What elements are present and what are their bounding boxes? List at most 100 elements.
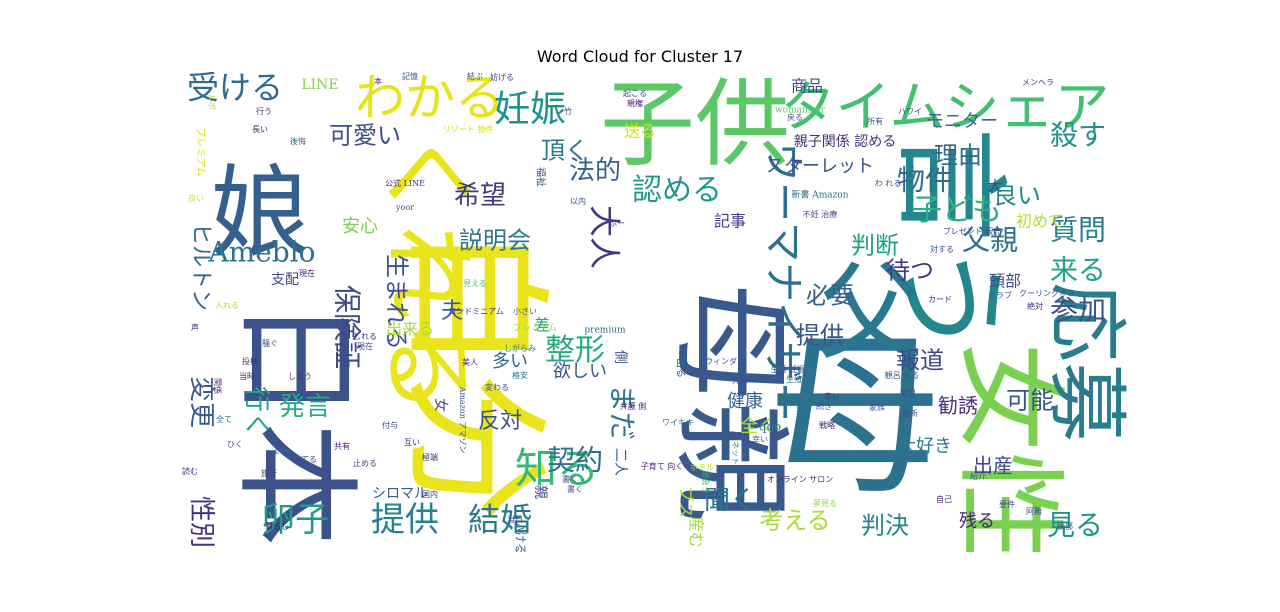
word-148: 自己 [936, 494, 952, 504]
word-129: 投稿 [242, 356, 258, 366]
word-185: 長い [252, 125, 268, 134]
word-67: 安心 [342, 216, 378, 237]
word-57: 夫 [441, 299, 463, 324]
word-49: 待つ [886, 257, 934, 285]
word-147: 紹介 [970, 471, 986, 481]
word-23: 大人 [586, 205, 624, 269]
word-125: 後悔 [290, 136, 306, 146]
word-33: まだ [606, 384, 639, 440]
word-161: 夢見る [813, 498, 837, 508]
word-93: womanizer [775, 106, 826, 116]
word-35: 参加 [1050, 294, 1106, 327]
word-124: 所有 [867, 116, 883, 126]
word-178: わ れる [875, 179, 902, 188]
word-76: 出来る [386, 320, 434, 339]
word-96: premium [584, 326, 626, 336]
word-61: 勧誘 [938, 394, 978, 418]
word-72: 商品 [791, 77, 823, 96]
word-5: 自分 [387, 222, 561, 522]
word-116: ホテル [690, 463, 714, 472]
word-47: 可愛い [329, 122, 401, 150]
word-16: 受ける [187, 72, 283, 107]
word-81: 親子関係 認める [794, 134, 896, 150]
word-90: いける [514, 519, 528, 552]
word-168: 付与 [382, 420, 398, 430]
word-10: 応募 [1040, 282, 1133, 442]
word-26: 物件 [897, 164, 953, 197]
word-162: 声 [191, 322, 199, 332]
word-75: 送る [624, 122, 656, 141]
word-71: 頭部 [989, 272, 1021, 291]
word-172: 旅行 [261, 468, 277, 478]
word-68: 多い [492, 351, 528, 372]
word-138: 変わる [485, 382, 509, 392]
word-111: ルポ [207, 94, 216, 110]
word-62: 健康 [727, 391, 763, 412]
word-79: 支配 [271, 272, 299, 288]
word-80: 大 [988, 179, 1002, 195]
word-19: 結婚 [468, 501, 532, 539]
word-7: 父 [817, 252, 922, 374]
word-158: 幸い [824, 392, 840, 401]
word-12: わかる [355, 72, 505, 127]
word-27: 質問 [1050, 214, 1106, 247]
word-36: 父親 [962, 224, 1018, 257]
word-9: くれる [372, 129, 482, 414]
word-4: 日本 [223, 297, 368, 547]
word-157: SM [796, 405, 810, 414]
word-113: 生涯 妊娠 [771, 364, 806, 374]
word-74: 産む [687, 516, 706, 548]
word-17: 卵子 [261, 500, 329, 540]
word-126: 当時 [239, 371, 255, 381]
word-100: ウィンダム [705, 356, 745, 366]
word-152: 絶対 [1027, 301, 1043, 311]
word-163: 読む [182, 466, 198, 476]
word-1: 娘 [210, 155, 310, 272]
word-176: 生殖 [786, 374, 802, 384]
word-46: 頂く [541, 137, 589, 165]
word-64: 残る [959, 511, 995, 532]
word-131: 小さい [513, 307, 537, 316]
word-52: 必要 [806, 282, 854, 310]
chart-title: Word Cloud for Cluster 17 [536, 47, 744, 66]
word-165: 捨てる [293, 454, 317, 464]
word-182: 以内 [570, 196, 586, 206]
word-73: 初めて [1016, 212, 1064, 231]
word-134: 格安 [512, 370, 528, 380]
word-114: 弁護 側 [620, 401, 647, 411]
word-22: 殺す [1050, 119, 1106, 152]
word-59: スターレット [766, 156, 874, 177]
word-77: 差 [534, 316, 550, 335]
word-154: 対する [930, 244, 954, 254]
word-102: クーリングオフ [1019, 288, 1075, 298]
word-40: 発言 [279, 392, 331, 422]
word-92: 福祉 [535, 167, 548, 187]
word-153: クラブ [988, 290, 1012, 300]
word-11: タイムシェア [781, 75, 1110, 139]
word-120: 妨げる [490, 72, 514, 82]
word-20: 整形 [545, 333, 605, 368]
word-142: 止める [353, 458, 377, 468]
word-58: 反対 [478, 409, 522, 434]
word-99: カード [928, 295, 952, 304]
word-144: 当日 [507, 514, 523, 524]
word-110: リゾート 物件 [443, 124, 494, 134]
word-103: メンヘラ [1022, 78, 1054, 87]
word-39: 希望 [454, 181, 506, 211]
word-38: 理由 [934, 142, 982, 170]
word-135: 書く [562, 474, 578, 484]
word-156: 頭 [727, 431, 735, 440]
word-151: 幸い [752, 435, 768, 444]
word-141: よい [272, 447, 288, 456]
word-8: 女性 [945, 342, 1073, 552]
word-107: 子育て 向く [641, 461, 684, 471]
word-128: しまう [288, 372, 312, 381]
word-180: yoor [395, 203, 414, 212]
word-34: 来る [1050, 254, 1106, 287]
word-98: 不妊 治療 [803, 209, 838, 219]
word-31: Ameblo [207, 236, 315, 269]
word-32: 契約 [547, 444, 603, 477]
word-88: プレミアム [195, 127, 207, 176]
word-101: オンライン サロン [767, 475, 834, 484]
word-24: 認める [632, 173, 722, 208]
